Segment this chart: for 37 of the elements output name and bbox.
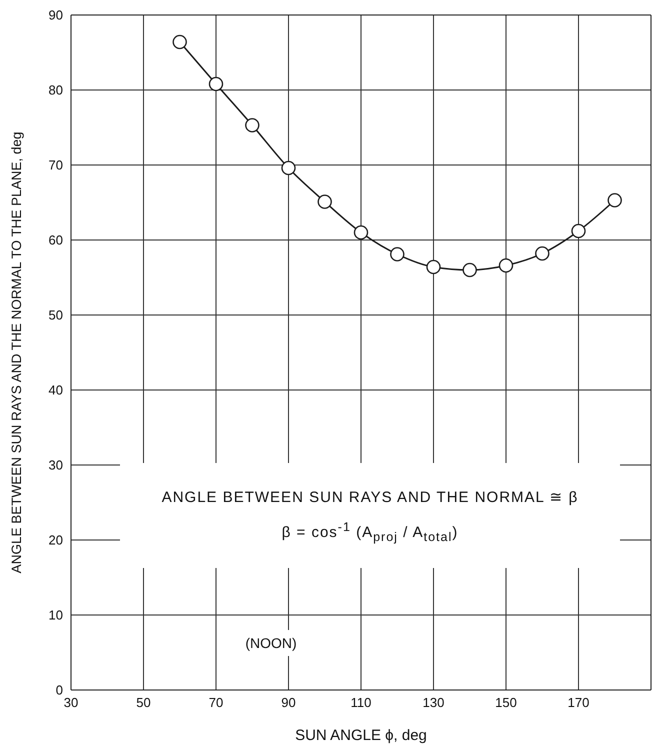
y-tick-label: 30 <box>48 458 63 473</box>
x-tick-label: 30 <box>64 695 78 710</box>
x-tick-label: 90 <box>281 695 296 710</box>
x-axis-title: SUN ANGLE ϕ, deg <box>295 727 427 744</box>
x-tick-label: 130 <box>422 695 444 710</box>
point <box>608 193 622 208</box>
y-tick-label: 10 <box>48 608 63 623</box>
point <box>535 246 550 261</box>
annotation: (NOON) <box>245 635 297 651</box>
point <box>281 160 296 176</box>
x-tick-label: 150 <box>495 695 517 710</box>
point <box>426 260 441 274</box>
annotation: ANGLE BETWEEN SUN RAYS AND THE NORMAL ≅ β <box>162 488 578 506</box>
point <box>172 34 187 50</box>
point <box>245 118 260 132</box>
y-tick-label: 90 <box>48 8 63 23</box>
y-tick-label: 50 <box>48 308 63 323</box>
y-tick-label: 60 <box>48 232 63 248</box>
annotation: β = cos$^{-1}$ (A$_{proj}$ / A$_{total}$) <box>282 520 458 544</box>
point <box>498 258 514 273</box>
y-tick-label: 80 <box>48 82 63 98</box>
point <box>208 76 224 92</box>
point <box>571 224 586 238</box>
y-tick-label: 20 <box>48 532 63 548</box>
point <box>354 225 368 240</box>
y-tick-label: 0 <box>56 682 63 698</box>
x-tick-label: 50 <box>136 695 151 710</box>
x-tick-label: 110 <box>350 695 372 710</box>
x-tick-label: 70 <box>208 695 224 710</box>
y-tick-label: 70 <box>48 158 63 173</box>
point <box>462 262 477 278</box>
point <box>390 247 404 262</box>
y-axis-title: ANGLE BETWEEN SUN RAYS AND THE NORMAL TO THE PLANE, deg <box>8 132 24 574</box>
x-tick-label: 170 <box>568 695 590 710</box>
text-panel: ANGLE BETWEEN SUN RAYS AND THE NORMAL ≅ β β = cos$^{-1}$ (A$_{proj}$ / A$_{total}$) <box>120 463 620 568</box>
y-tick-label: 40 <box>48 382 63 398</box>
point <box>318 194 332 209</box>
